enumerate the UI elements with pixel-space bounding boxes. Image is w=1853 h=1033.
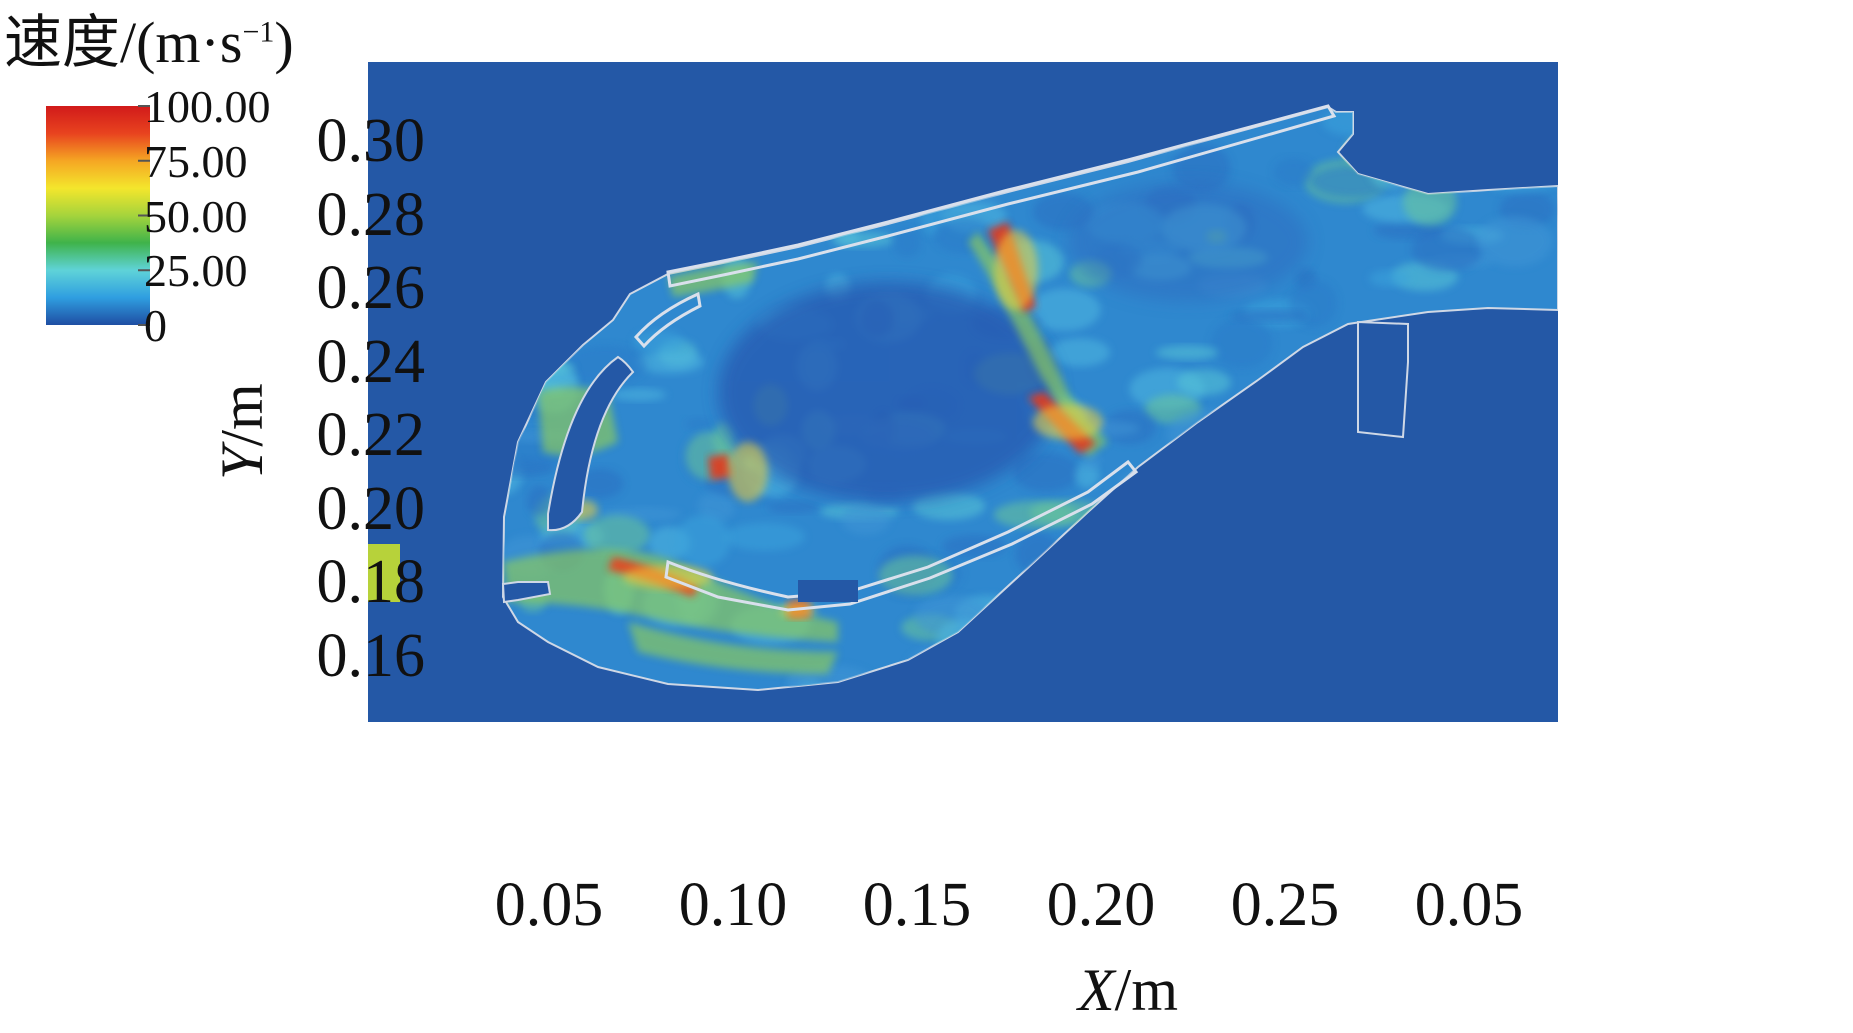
- flow-texture-blob: [1369, 269, 1410, 287]
- y-tick-label: 0.30: [316, 107, 426, 175]
- colorbar-title-close: ): [274, 10, 294, 75]
- flow-texture-blob: [1476, 216, 1553, 267]
- flow-texture-blob: [1049, 338, 1110, 367]
- hot-zone-halo: [728, 442, 768, 502]
- colorbar: [46, 105, 150, 326]
- y-axis-variable: Y: [209, 446, 275, 480]
- colorbar-tick-label: 0: [144, 300, 167, 351]
- colorbar-tick-label: 75.00: [144, 135, 248, 187]
- medium-velocity-band: [668, 262, 758, 297]
- y-axis-unit: /m: [209, 383, 275, 447]
- flow-texture-blob: [1155, 345, 1219, 360]
- flow-texture-blob: [611, 388, 667, 402]
- y-tick-label: 0.20: [316, 474, 426, 543]
- fuel-nozzle-body: [547, 355, 635, 532]
- y-tick-label: 0.18: [316, 548, 426, 616]
- outer-liner-wall: [666, 104, 1337, 288]
- inlet-jet: [368, 544, 400, 602]
- flow-texture-blob: [1176, 369, 1231, 396]
- flow-texture-blob: [1411, 226, 1484, 272]
- y-tick-label: 0.16: [316, 621, 426, 690]
- y-axis-label: Y/m: [208, 383, 277, 480]
- flow-texture-blob: [1012, 452, 1080, 492]
- colorbar-title-text: 速度/(m·s: [4, 10, 243, 75]
- flow-texture-blob: [698, 491, 735, 522]
- hot-zone-halo: [1033, 404, 1103, 440]
- inlet-lip: [501, 581, 552, 604]
- dome-wall: [633, 291, 702, 349]
- medium-velocity-band: [628, 622, 838, 674]
- hot-zone-halo: [994, 230, 1038, 310]
- x-axis-unit: /m: [1114, 957, 1178, 1023]
- x-axis-label: X/m: [1078, 956, 1178, 1025]
- x-tick-label: 0.20: [1046, 871, 1156, 939]
- flow-texture-blob: [724, 522, 805, 551]
- high-velocity-streak: [708, 454, 732, 480]
- medium-velocity-band: [503, 549, 838, 642]
- y-tick-label: 0.24: [316, 327, 426, 396]
- flow-texture-blob: [527, 485, 552, 516]
- flow-texture-blob: [685, 417, 712, 431]
- flow-texture-blob: [841, 503, 891, 535]
- colorbar-title-exponent: −1: [242, 15, 275, 49]
- colorbar-gradient: [46, 106, 150, 325]
- flow-texture-blob: [912, 492, 986, 520]
- colorbar-title: 速度/(m·s−1): [4, 14, 294, 72]
- x-tick-label: 0.25: [1230, 871, 1340, 939]
- flow-texture-blob: [1081, 452, 1102, 470]
- flow-texture-blob: [633, 330, 684, 354]
- colorbar-tick-label: 50.00: [144, 190, 248, 242]
- x-tick-label: 0.05: [494, 871, 604, 939]
- colorbar-tick-label: 100.00: [144, 81, 271, 132]
- low-velocity-core: [718, 282, 1058, 502]
- flow-texture-blob: [583, 515, 651, 555]
- flow-texture-blob: [893, 228, 921, 258]
- flow-texture-blob: [767, 501, 820, 514]
- flow-texture-blob: [1273, 157, 1314, 187]
- x-tick-label: 0.10: [678, 871, 788, 939]
- flow-texture-blob: [636, 350, 704, 374]
- y-tick-label: 0.22: [316, 401, 426, 469]
- flow-texture-blob: [1029, 288, 1101, 331]
- flow-texture-blob: [675, 514, 731, 567]
- flow-texture-blob: [1230, 309, 1309, 323]
- x-axis-variable: X: [1078, 957, 1115, 1023]
- flow-texture-blob: [1172, 143, 1231, 193]
- y-tick-label: 0.26: [316, 254, 426, 322]
- x-tick-label: 0.15: [862, 871, 972, 939]
- exit-flange: [1357, 320, 1409, 439]
- contour-plot-area: [368, 62, 1558, 722]
- colorbar-tick-label: 25.00: [144, 245, 248, 297]
- inner-liner-wall: [664, 459, 1139, 612]
- y-tick-label: 0.28: [316, 180, 426, 249]
- low-velocity-region: [1068, 182, 1308, 302]
- injector-block: [798, 580, 858, 602]
- flow-texture-blob: [1211, 317, 1273, 369]
- flow-texture-blob: [830, 231, 895, 248]
- x-tick-label: 0.05: [1414, 871, 1524, 939]
